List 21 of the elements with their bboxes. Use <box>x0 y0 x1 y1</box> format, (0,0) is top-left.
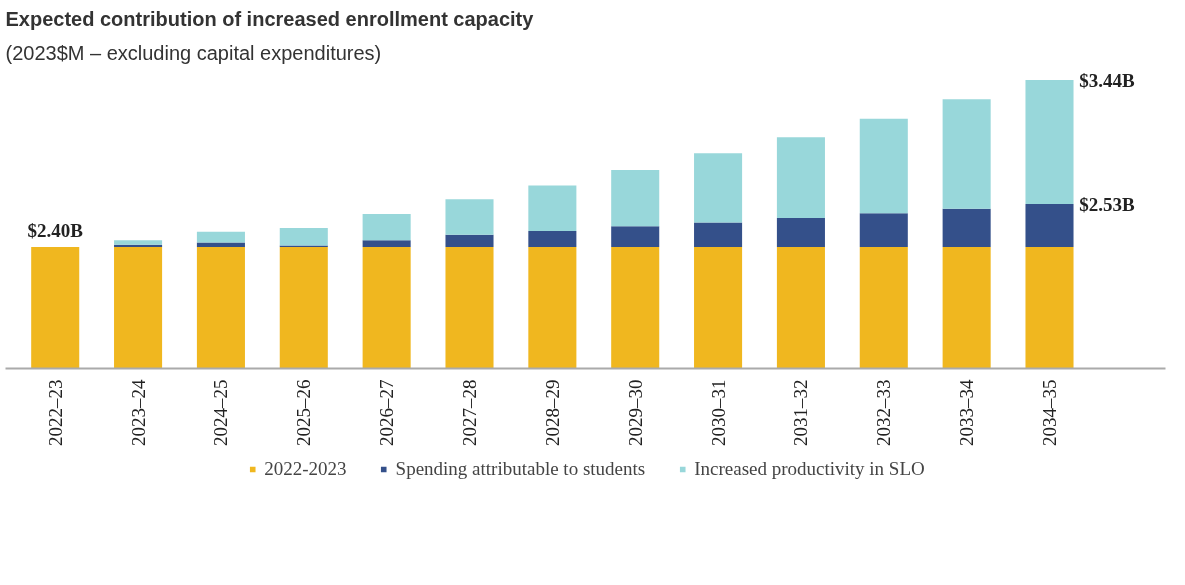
x-tick-label: 2028–29 <box>541 379 563 446</box>
x-tick-label: 2024–25 <box>210 379 232 446</box>
x-tick-label: 2023–24 <box>127 379 149 446</box>
x-tick-label: 2026–27 <box>376 379 398 446</box>
annotation: $2.40B <box>27 220 84 242</box>
x-tick-label: 2033–34 <box>956 379 978 446</box>
annotation: $2.53B <box>1079 193 1136 215</box>
x-tick-label: 2022–23 <box>44 379 66 446</box>
legend-label: Spending attributable to students <box>395 458 646 480</box>
annotation: $3.44B <box>1079 69 1136 91</box>
chart-title: Expected contribution of increased enrollment capacity <box>5 7 535 30</box>
x-tick-label: 2034–35 <box>1039 379 1060 446</box>
x-tick-label: 2029–30 <box>624 379 646 446</box>
x-tick-label: 2030–31 <box>707 379 729 446</box>
x-tick-label: 2032–33 <box>873 379 895 446</box>
x-tick-label: 2031–32 <box>790 379 812 446</box>
chart-subtitle: (2023$M – excluding capital expenditures) <box>5 41 382 64</box>
legend-label: 2022-2023 <box>264 458 347 480</box>
x-tick-label: 2025–26 <box>293 379 315 446</box>
x-tick-label: 2027–28 <box>459 379 480 446</box>
legend-label: Increased productivity in SLO <box>694 458 925 480</box>
